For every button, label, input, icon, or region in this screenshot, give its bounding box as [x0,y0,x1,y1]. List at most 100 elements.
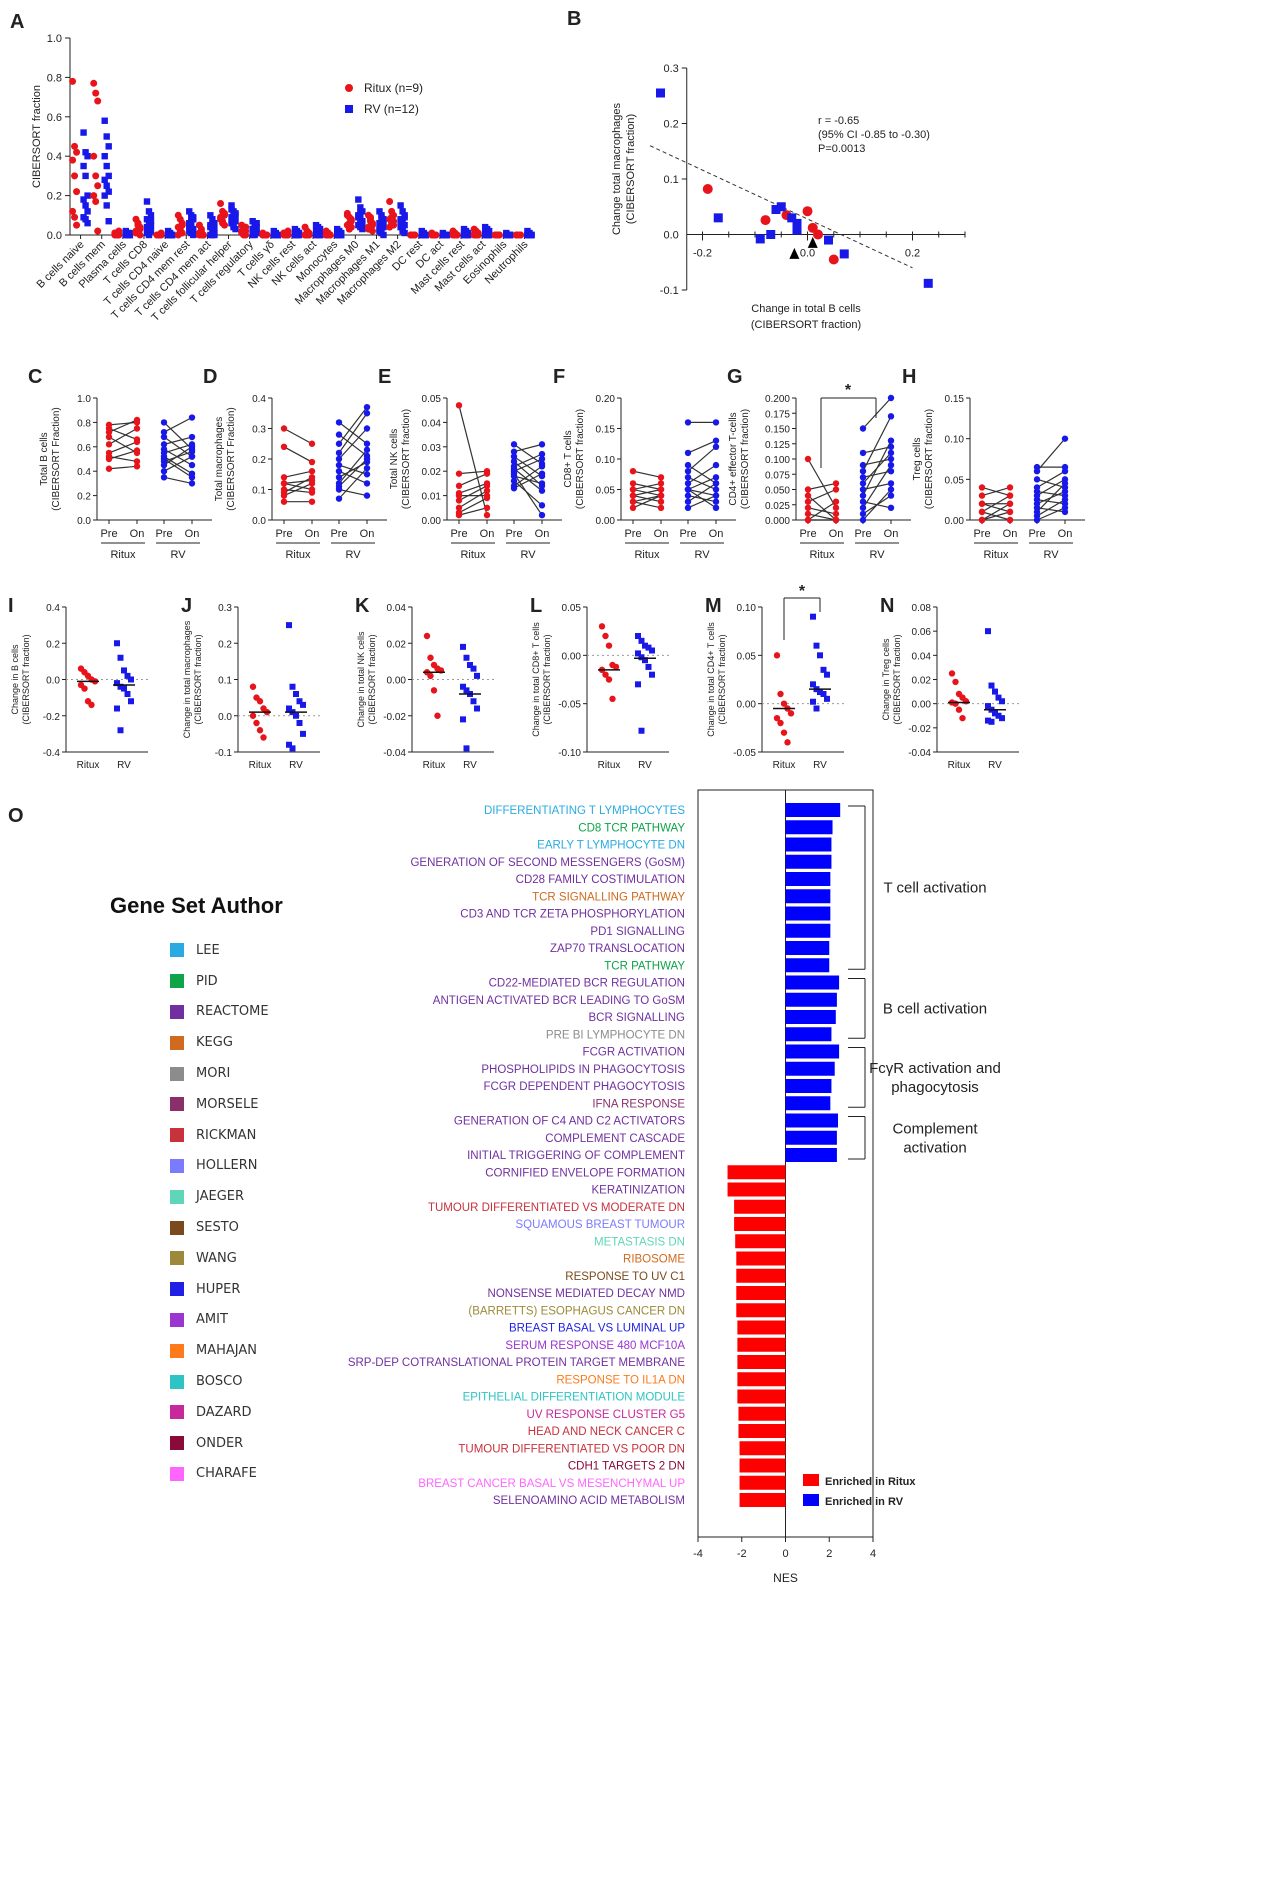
panel-h-ritux-pair-line [981,495,1011,513]
gene-set-author-label: BOSCO [196,1374,243,1390]
panel-f-rv-point [712,492,720,499]
panel-c-y-tick-label: 0.8 [77,418,91,429]
gene-set-author-swatch [170,1436,184,1451]
panel-j-rv-point [289,683,296,690]
panel-g-rv-point [887,455,895,463]
gene-set-author-label: MORSELE [196,1096,259,1112]
panel-b-point [789,247,800,259]
gene-set-author-swatch [170,1189,184,1204]
panel-c-rv-point [188,461,196,469]
panel-a-rv-point [211,231,218,239]
panel-b-point [792,218,802,228]
panel-g-rv-point [859,486,867,493]
panel-a-ritux-point [71,142,79,150]
panel-d-rv-point [363,455,371,463]
panel-label-o: O [8,805,24,827]
panel-h-rv-pair-line [1036,470,1066,488]
panel-o-bar-label: EPITHELIAL DIFFERENTIATION MODULE [463,1392,686,1404]
panel-f-rv-point [684,461,692,469]
gene-set-author-swatch [170,1282,184,1297]
panel-o-bar-label: TUMOUR DIFFERENTIATED VS POOR DN [458,1443,685,1455]
panel-a-rv-point [190,231,197,239]
panel-h-ritux-point [1006,516,1014,524]
panel-c-rv-point [160,428,168,436]
panel-l-rv-point [635,681,641,688]
panel-o-bar-label: INITIAL TRIGGERING OF COMPLEMENT [467,1150,685,1162]
panel-l-rv-point [642,642,648,649]
panel-g-ritux-pair-line [807,501,837,521]
panel-f-rv-pair-line [687,495,717,509]
gene-set-author-item: RICKMAN [110,1120,310,1151]
panel-k-group-label: Ritux [423,760,446,771]
panel-o-bar [739,1493,786,1507]
panel-f-rv-point [684,486,692,493]
panel-d-ritux-point [280,425,288,432]
panel-b-point [787,213,797,223]
panel-j-ritux-point [249,683,257,690]
panel-o-bar-label: IFNA RESPONSE [592,1098,685,1110]
panel-a-ritux-point [326,231,334,239]
panel-f-rv-point [712,504,720,511]
panel-d-y-axis-label-1: Total macrophages [214,417,225,502]
panel-o-bar [785,1061,835,1076]
panel-a-rv-point [211,219,218,227]
panel-j-rv-point [300,730,306,737]
panel-d-rv-pair-line [338,458,368,487]
panel-h-x-tick-label: On [1003,528,1018,540]
panel-m-ritux-point [780,729,788,736]
panel-a-y-tick-label: 1.0 [47,33,62,45]
panel-e-ritux-point [483,511,491,519]
panel-m-rv-point [820,691,827,697]
panel-o-bar-label: PHOSPHOLIPIDS IN PHAGOCYTOSIS [481,1064,685,1076]
panel-b-point [807,236,818,248]
panel-a-ritux-point [157,231,165,239]
panel-a-ritux-point [474,231,482,239]
panel-d-rv-point [335,495,343,502]
panel-j-rv-point [296,720,303,726]
panel-e-rv-point [538,480,546,487]
gene-set-author-swatch [170,1405,184,1420]
panel-h-y-tick-label: 0.05 [945,475,965,486]
panel-o-bar [785,1044,840,1059]
panel-o-bar [785,1096,831,1111]
panel-e-x-tick-label: Pre [505,528,522,540]
panel-d-rv-point [363,403,371,411]
panel-g-rv-point [887,492,895,499]
panel-o-bar [785,1148,837,1162]
panel-f-y-axis-label-2: (CIBERSORT fraction) [575,409,586,509]
panel-c-x-tick-label: On [130,528,145,540]
panel-a-ritux-point [516,231,524,239]
gene-set-author-swatch [170,1035,184,1050]
panel-f-ritux-point [629,498,637,505]
panel-k-rv-point [463,687,470,694]
panel-e-ritux-pair-line [458,473,488,487]
panel-c-rv-point [160,461,168,469]
panel-h-ritux-pair-line [981,503,1011,513]
panel-a-ritux-point [92,89,100,97]
panel-f-ritux-pair-line [632,470,662,478]
panel-d-x-tick-label: On [305,528,320,540]
panel-a-y-tick-label: 0.6 [47,112,62,124]
gene-set-author-label: RICKMAN [196,1127,257,1143]
panel-b-point [802,206,813,217]
panel-label-e: E [378,366,391,388]
panel-o-bar [785,1079,832,1093]
panel-o-bar-label: TUMOUR DIFFERENTIATED VS MODERATE DN [428,1202,685,1214]
panel-n-rv-point [985,703,991,710]
panel-c-ritux-point [105,465,113,472]
panel-b-point [755,234,765,244]
panel-label-h: H [902,366,916,388]
panel-o-bar-label: DIFFERENTIATING T LYMPHOCYTES [484,805,685,817]
panel-o-bar-label: TCR PATHWAY [604,960,685,972]
panel-l-rv-point [635,650,641,657]
panel-m-ritux-point [773,652,781,659]
panel-a-rv-point [186,208,193,215]
panel-b-point [828,254,839,265]
panel-b-point [656,88,665,98]
panel-g-rv-point [859,504,867,511]
panel-c-rv-point [188,433,196,441]
panel-a-rv-point [101,176,108,184]
panel-a-rv-point [355,214,362,221]
panel-i-group-label: Ritux [77,760,100,771]
panel-h-y-tick-label: 0.00 [945,516,965,527]
